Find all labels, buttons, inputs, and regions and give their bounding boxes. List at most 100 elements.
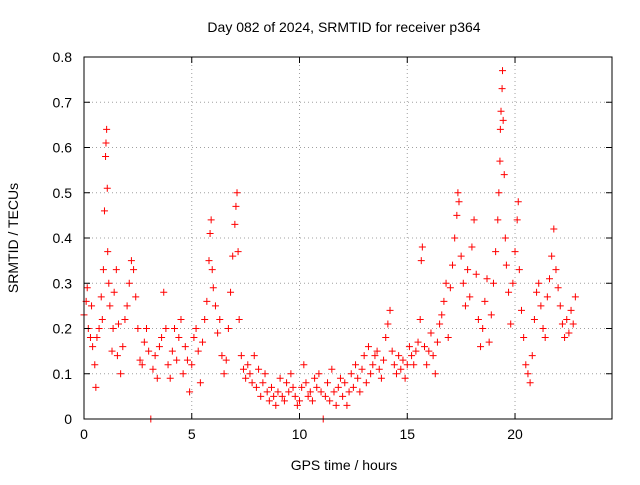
data-point [206,229,214,237]
data-point [479,325,487,332]
data-point [250,352,258,360]
y-tick-label: 0.5 [53,185,73,201]
data-point [229,252,237,260]
data-point [446,284,454,292]
data-point [416,315,424,323]
data-point [526,379,534,387]
data-point [315,370,323,378]
data-point [304,392,312,400]
data-point [257,392,265,400]
data-point [100,207,108,215]
data-point [449,261,457,269]
data-point [214,329,222,337]
y-tick-label: 0.4 [53,230,73,246]
data-point [109,325,117,332]
data-point [375,365,383,373]
data-point [220,370,228,378]
data-point [377,374,385,382]
x-tick-label: 5 [188,426,196,442]
data-point [502,261,510,269]
data-point [459,279,467,287]
data-point [164,361,172,369]
data-point [293,401,301,409]
y-tick-label: 0.6 [53,140,73,156]
data-point [565,329,573,337]
data-point [98,315,106,323]
data-point [397,365,405,373]
data-point [421,343,429,351]
data-point [558,320,566,328]
data-point [267,383,275,391]
data-point [104,248,112,256]
data-point [263,388,271,396]
data-point [317,388,325,396]
data-point [380,356,388,364]
data-point [168,347,176,355]
data-point [181,343,189,351]
data-point [494,216,502,224]
data-point [513,216,521,224]
data-point [298,383,306,391]
data-point [405,343,413,351]
data-point [239,365,247,373]
x-tick-label: 15 [399,426,415,442]
data-point [108,347,116,355]
data-point [390,361,398,369]
data-point [287,370,295,378]
data-point [431,370,439,378]
data-point [280,397,288,405]
data-point [520,334,528,342]
data-point [216,315,224,323]
data-point [552,266,560,274]
data-point [339,392,347,400]
data-point [103,184,111,192]
data-point [123,302,131,310]
x-tick-label: 0 [80,426,88,442]
data-point [537,302,545,310]
data-point [556,302,564,310]
data-point [461,302,469,310]
data-point [535,279,543,287]
data-point [501,234,509,242]
data-point [436,320,444,328]
data-point [550,225,558,233]
data-point [423,361,431,369]
data-point [99,266,107,274]
data-point [511,248,519,256]
data-point [171,325,179,332]
data-point [360,352,368,360]
data-point [454,189,462,197]
data-point [119,343,127,351]
data-point [499,116,507,124]
x-tick-labels: 0 5 10 15 20 [80,426,523,442]
data-point [382,334,390,342]
data-point [308,397,316,405]
data-point [563,315,571,323]
data-point [248,379,256,387]
data-point [274,388,282,396]
data-point [92,383,100,391]
data-point [289,383,297,391]
data-point [410,361,418,369]
data-point [265,397,273,405]
data-point [438,311,446,319]
data-point [89,343,97,351]
data-point [205,257,213,265]
data-point [468,243,476,251]
data-point [341,379,349,387]
y-tick-label: 0.1 [53,366,73,382]
data-point [242,374,250,382]
data-point [255,365,263,373]
data-point [117,370,125,378]
data-point [114,320,122,328]
data-point [328,365,336,373]
data-point [412,347,420,355]
y-tick-labels: 0 0.1 0.2 0.3 0.4 0.5 0.6 0.7 0.8 [53,49,73,427]
data-point [440,297,448,305]
data-point [444,334,452,342]
data-point [515,266,523,274]
data-point [466,293,474,301]
data-point [442,279,450,287]
